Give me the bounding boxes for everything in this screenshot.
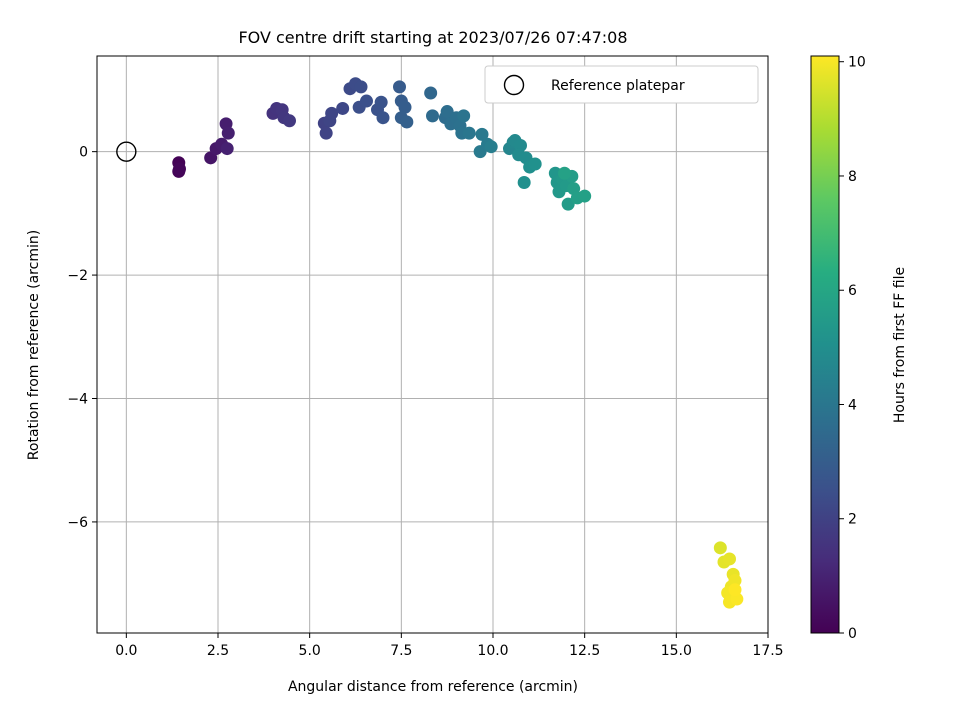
data-point: [221, 126, 235, 140]
data-point: [728, 583, 742, 597]
data-point: [354, 80, 368, 94]
data-point: [723, 552, 736, 566]
data-point: [400, 115, 414, 129]
data-point: [528, 157, 542, 171]
data-point: [325, 106, 339, 120]
data-point: [220, 142, 234, 156]
data-point: [393, 80, 406, 94]
x-tick-label: 15.0: [661, 643, 692, 659]
y-tick-label: −6: [67, 515, 88, 531]
x-axis-ticks: 0.0 2.5 5.0 7.5 10.0 12.5 15.0 17.5: [115, 633, 784, 659]
colorbar-tick-label: 8: [848, 169, 857, 185]
chart-title: FOV centre drift starting at 2023/07/26 …: [238, 28, 627, 47]
data-point: [173, 162, 186, 176]
colorbar-tick-label: 2: [848, 512, 857, 528]
y-axis-label: Rotation from reference (arcmin): [26, 230, 42, 460]
data-point: [475, 127, 489, 141]
data-point: [374, 95, 388, 109]
data-point: [319, 126, 333, 140]
data-point: [578, 189, 592, 203]
data-point: [440, 105, 454, 119]
data-point: [360, 94, 373, 108]
data-point: [713, 541, 727, 555]
data-point: [283, 114, 296, 128]
scatter-points: [172, 77, 744, 609]
y-tick-label: 0: [79, 145, 88, 161]
legend-open-circle-icon: [503, 74, 525, 96]
colorbar-ticks: 0 2 4 6 8 10: [839, 55, 866, 642]
colorbar: 0 2 4 6 8 10 Hours from first FF file: [810, 55, 908, 642]
colorbar-tick-label: 10: [848, 55, 866, 71]
x-axis-label: Angular distance from reference (arcmin): [288, 679, 578, 695]
x-tick-label: 7.5: [390, 643, 412, 659]
data-point: [558, 166, 571, 180]
legend-box: [484, 65, 759, 104]
x-tick-label: 2.5: [207, 643, 229, 659]
data-point: [462, 126, 476, 140]
colorbar-gradient: [810, 55, 840, 634]
plot-frame: [96, 55, 769, 634]
data-point: [728, 574, 742, 588]
y-tick-label: −2: [67, 268, 88, 284]
y-axis-ticks: −6 −4 −2 0: [67, 145, 97, 531]
colorbar-tick-label: 4: [848, 397, 857, 413]
grid-lines: [97, 56, 769, 633]
data-point: [457, 109, 471, 123]
x-tick-label: 0.0: [115, 643, 137, 659]
data-point: [424, 86, 438, 100]
x-tick-label: 5.0: [299, 643, 321, 659]
x-tick-label: 12.5: [569, 643, 600, 659]
data-point: [336, 101, 350, 115]
legend: Reference platepar: [484, 65, 759, 104]
reference-marker: [116, 141, 137, 162]
data-point: [561, 197, 575, 211]
x-tick-label: 17.5: [752, 643, 783, 659]
data-point: [426, 109, 439, 123]
legend-label-reference: Reference platepar: [551, 78, 685, 94]
x-tick-label: 10.0: [477, 643, 508, 659]
data-point: [376, 111, 390, 125]
colorbar-label: Hours from first FF file: [892, 267, 908, 423]
data-point: [517, 176, 531, 190]
data-point: [484, 140, 498, 154]
y-tick-label: −4: [67, 391, 88, 407]
colorbar-tick-label: 0: [848, 626, 857, 642]
data-point: [398, 100, 412, 114]
colorbar-tick-label: 6: [848, 283, 857, 299]
reference-platepar-point: [116, 141, 137, 162]
